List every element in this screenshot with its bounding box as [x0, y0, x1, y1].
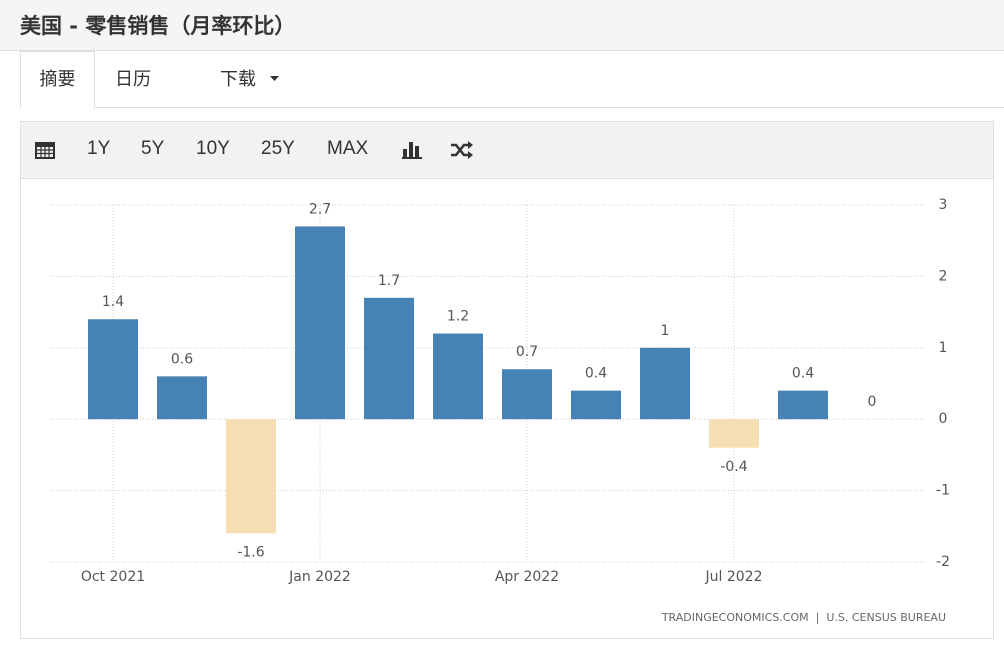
range-button[interactable]: 25Y — [261, 138, 295, 159]
y-tick-label: 0 — [939, 411, 948, 427]
value-label: 0.4 — [585, 366, 607, 382]
y-tick-label: 1 — [939, 340, 948, 356]
value-label: -1.6 — [237, 544, 264, 560]
bar — [502, 369, 552, 420]
value-label: 0.7 — [516, 344, 538, 360]
value-label: 0.4 — [792, 366, 814, 382]
x-tick-label: Jul 2022 — [705, 569, 763, 585]
source-note: TRADINGECONOMICS.COM | U.S. CENSUS BUREA… — [661, 611, 946, 624]
header: 美国 - 零售销售（月率环比） — [0, 0, 1004, 51]
value-label: 1.2 — [447, 309, 469, 325]
value-label: 0 — [868, 394, 877, 410]
chart-panel: 1Y 5Y 10Y 25Y MAX — [20, 121, 994, 639]
bar — [295, 226, 345, 420]
bar — [571, 390, 621, 420]
value-label: 1 — [661, 323, 670, 339]
bar — [709, 419, 759, 448]
shuffle-icon[interactable] — [451, 141, 473, 159]
x-tick-label: Oct 2021 — [81, 569, 145, 585]
value-label: 0.6 — [171, 351, 193, 367]
range-button[interactable]: 10Y — [196, 138, 230, 159]
bar — [433, 333, 483, 420]
x-tick-label: Apr 2022 — [495, 569, 559, 585]
value-label: 1.7 — [378, 273, 400, 289]
bar — [226, 419, 276, 534]
calendar-icon[interactable] — [35, 140, 55, 159]
value-label: 1.4 — [102, 294, 124, 310]
bar — [364, 297, 414, 420]
tab-bar: 摘要 日历 下载 — [20, 51, 1004, 109]
tab[interactable]: 下载 — [220, 69, 256, 90]
tab[interactable]: 日历 — [115, 69, 151, 90]
bar — [88, 319, 138, 420]
y-tick-label: 3 — [939, 197, 948, 213]
toolbar: 1Y 5Y 10Y 25Y MAX — [21, 122, 993, 179]
y-tick-label: -2 — [936, 554, 950, 570]
bar — [778, 390, 828, 420]
page-title: 美国 - 零售销售（月率环比） — [20, 14, 296, 38]
dropdown-caret — [270, 76, 279, 81]
tab[interactable]: 摘要 — [20, 51, 95, 109]
bar — [640, 347, 690, 420]
range-button[interactable]: 5Y — [141, 138, 165, 159]
range-button[interactable]: 1Y — [87, 138, 111, 159]
value-label: 2.7 — [309, 201, 331, 217]
bar-chart-icon[interactable] — [402, 141, 422, 159]
range-button[interactable]: MAX — [327, 138, 369, 159]
value-label: -0.4 — [720, 459, 747, 475]
y-tick-label: -1 — [936, 483, 950, 499]
bar — [157, 376, 207, 420]
y-tick-label: 2 — [939, 268, 948, 284]
x-tick-label: Jan 2022 — [288, 569, 351, 585]
